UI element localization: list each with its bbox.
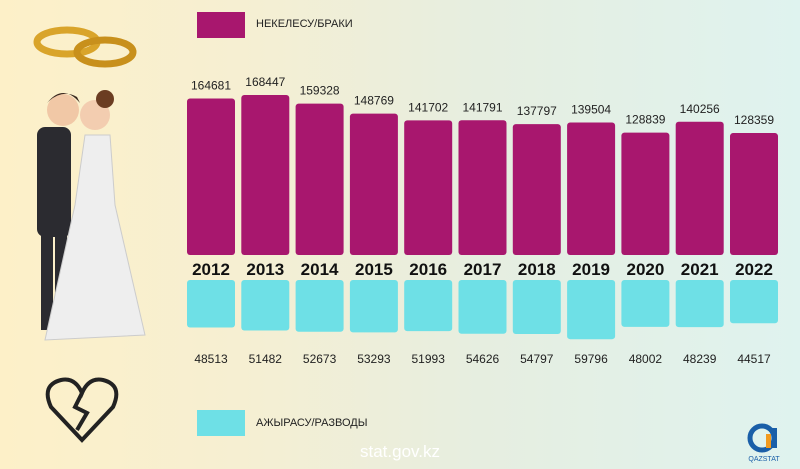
legend-label-marriages: НЕКЕЛЕСУ/БРАКИ <box>256 18 353 30</box>
marriage-value-label: 128359 <box>734 113 774 127</box>
marriage-value-label: 141702 <box>408 100 448 114</box>
divorce-bar <box>621 280 670 327</box>
footer-source[interactable]: stat.gov.kz <box>360 442 440 461</box>
divorce-bar <box>349 280 398 333</box>
legend-swatch-divorces <box>197 410 245 436</box>
legend-swatch-marriages <box>197 12 245 38</box>
divorce-bar <box>187 280 235 328</box>
year-label: 2022 <box>735 260 773 279</box>
divorce-bar <box>567 280 616 340</box>
year-label: 2012 <box>192 260 230 279</box>
divorce-value-label: 44517 <box>737 352 771 366</box>
marriage-bar <box>458 120 507 255</box>
divorce-value-label: 48002 <box>629 352 663 366</box>
year-label: 2020 <box>626 260 664 279</box>
divorce-value-label: 51482 <box>249 352 283 366</box>
divorce-value-label: 51993 <box>412 352 446 366</box>
wedding-rings-icon <box>33 26 137 68</box>
broken-heart-icon <box>45 377 119 443</box>
divorce-value-label: 54626 <box>466 352 500 366</box>
marriage-value-label: 137797 <box>517 104 557 118</box>
divorce-value-label: 48239 <box>683 352 717 366</box>
logo-text: QAZSTAT <box>748 456 780 463</box>
marriage-bar <box>295 103 344 255</box>
marriage-bar <box>512 124 561 255</box>
marriage-value-label: 140256 <box>680 102 720 116</box>
year-label: 2019 <box>572 260 610 279</box>
divorce-value-label: 52673 <box>303 352 337 366</box>
divorce-bar <box>295 280 344 332</box>
bride-groom-illustration <box>37 90 146 341</box>
divorce-bar <box>404 280 453 332</box>
marriage-bar <box>349 113 398 255</box>
marriage-bar <box>730 133 778 255</box>
marriage-value-label: 139504 <box>571 102 611 116</box>
marriage-value-label: 128839 <box>625 113 665 127</box>
marriage-bar <box>187 98 235 256</box>
year-label: 2016 <box>409 260 447 279</box>
divorce-bar <box>675 280 724 328</box>
divorce-bar <box>730 280 778 324</box>
marriage-value-label: 141791 <box>462 100 502 114</box>
divorce-bar <box>241 280 290 331</box>
divorce-value-label: 53293 <box>357 352 391 366</box>
qazstat-logo: QAZSTAT <box>744 420 784 464</box>
marriage-bar <box>241 94 290 256</box>
divorce-value-label: 54797 <box>520 352 554 366</box>
year-label: 2021 <box>681 260 719 279</box>
marriage-value-label: 159328 <box>300 84 340 98</box>
divorce-value-label: 59796 <box>574 352 608 366</box>
marriage-bar <box>675 121 724 255</box>
marriage-bar <box>621 132 670 255</box>
divorce-bar <box>512 280 561 334</box>
legend-label-divorces: АЖЫРАСУ/РАЗВОДЫ <box>256 417 368 429</box>
marriage-value-label: 164681 <box>191 79 231 93</box>
marriage-bar <box>404 120 453 255</box>
marriage-value-label: 168447 <box>245 75 285 89</box>
year-label: 2014 <box>301 260 339 279</box>
year-label: 2013 <box>246 260 284 279</box>
divorce-bar <box>458 280 507 334</box>
divorce-value-label: 48513 <box>194 352 228 366</box>
year-label: 2017 <box>464 260 502 279</box>
marriage-value-label: 148769 <box>354 94 394 108</box>
year-label: 2018 <box>518 260 556 279</box>
marriage-bar <box>567 122 616 256</box>
year-label: 2015 <box>355 260 393 279</box>
